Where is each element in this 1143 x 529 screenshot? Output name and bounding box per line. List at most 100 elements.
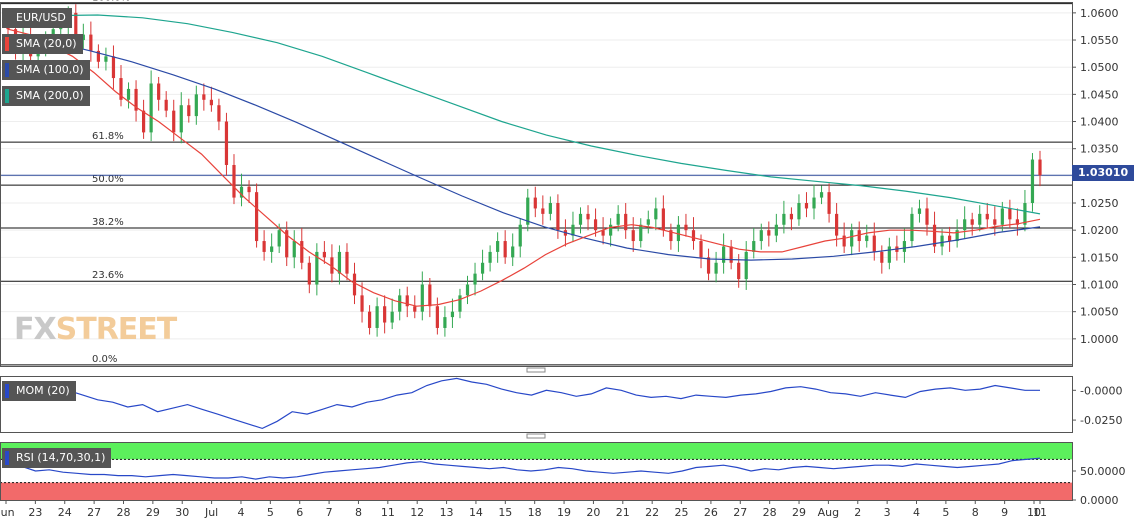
x-axis-label: 23 (28, 506, 42, 519)
candle-bull (337, 251, 342, 274)
rsi-y-tick-label: 0.0000 (1080, 494, 1119, 507)
candle-bear (254, 192, 259, 242)
x-axis-label: 11 (381, 506, 395, 519)
candle-bull (744, 251, 748, 280)
main-y-tick-label: 1.0200 (1080, 224, 1119, 237)
candle-bear (880, 251, 884, 263)
candle-bear (503, 241, 507, 258)
fibo-level-label: 38.2% (92, 217, 124, 228)
legend-sma20-text: SMA (20,0) (16, 37, 77, 50)
x-axis-label: 20 (586, 506, 600, 519)
candle-bear (737, 262, 741, 280)
candle-bull (420, 284, 424, 312)
x-axis-label: 29 (146, 506, 160, 519)
legend-sma200[interactable]: SMA (200,0) (2, 86, 90, 106)
candle-bear (224, 121, 229, 165)
candle-bear (330, 257, 334, 274)
x-axis-label: 22 (645, 506, 659, 519)
x-axis-label: 26 (704, 506, 718, 519)
fibo-level-label: 0.0% (92, 354, 117, 365)
legend-sma20[interactable]: SMA (20,0) (2, 34, 83, 54)
candle-bear (285, 230, 289, 258)
candle-bear (669, 230, 673, 242)
legend-sma20-swatch (5, 37, 9, 51)
candle-bull (277, 230, 281, 247)
candle-bull (812, 197, 816, 209)
candle-bear (74, 12, 78, 41)
candle-bear (842, 235, 846, 247)
rsi-oversold-zone (1, 482, 1072, 500)
x-axis-label: 27 (87, 506, 101, 519)
candle-bear (435, 306, 439, 328)
fibo-level-label: 23.6% (92, 270, 124, 281)
candle-bull (646, 219, 650, 225)
candle-bear (729, 246, 733, 263)
candle-bear (1015, 219, 1020, 225)
candle-bear (1038, 159, 1042, 176)
candle-bull (955, 230, 959, 242)
main-y-tick-label: 1.0000 (1080, 333, 1119, 346)
x-axis-label: 15 (498, 506, 512, 519)
x-axis-label: Jul (204, 506, 218, 519)
candle-bull (865, 235, 869, 242)
panel-resize-handle-1 (526, 367, 546, 373)
main-y-tick-label: 1.0500 (1080, 61, 1119, 74)
candle-bear (405, 295, 409, 307)
panel-frame-0 (0, 2, 1073, 367)
candle-bear (993, 219, 997, 225)
candle-bull (639, 224, 643, 242)
candle-bear (556, 203, 560, 231)
x-axis-label: 19 (557, 506, 571, 519)
candle-bear (699, 241, 703, 258)
candle-bull (571, 224, 575, 236)
candle-bear (631, 230, 635, 242)
candle-bull (850, 230, 854, 247)
candle-bull (782, 213, 786, 225)
candle-bear (857, 230, 861, 242)
candle-bear (172, 110, 176, 133)
candle-bear (601, 230, 605, 236)
candle-bull (774, 224, 778, 236)
candle-bear (307, 262, 311, 285)
candle-bear (835, 213, 839, 236)
x-axis-label: Jun (0, 506, 15, 519)
candle-bull (759, 230, 763, 242)
x-axis-label: 9 (1001, 506, 1008, 519)
main-y-tick-label: 1.0550 (1080, 34, 1119, 47)
legend-sma200-swatch (5, 89, 9, 103)
candle-bull (375, 306, 379, 328)
x-axis-label: 5 (942, 506, 949, 519)
candle-bull (526, 197, 530, 225)
candle-bull (1030, 159, 1035, 204)
sma20-line (7, 28, 1041, 307)
candle-bear (684, 224, 688, 231)
candle-bull (104, 56, 108, 62)
x-axis-label: 27 (733, 506, 747, 519)
candle-bear (413, 306, 417, 312)
legend-sma100[interactable]: SMA (100,0) (2, 60, 90, 80)
x-axis-label: 8 (972, 506, 979, 519)
mom-line (7, 377, 1040, 430)
mom-y-tick-label: -0.0000 (1080, 384, 1122, 397)
x-axis-label: 13 (440, 506, 454, 519)
rsi-label[interactable]: RSI (14,70,30,1) (2, 448, 112, 468)
candle-bear (134, 88, 138, 111)
x-axis-label: 25 (675, 506, 689, 519)
x-axis-label: Aug (818, 506, 839, 519)
candle-bear (827, 192, 831, 214)
x-axis-label: 12 (410, 506, 424, 519)
candle-bear (428, 284, 432, 307)
candle-bull (940, 235, 944, 247)
candle-bear (533, 197, 537, 209)
x-axis-label: 3 (884, 506, 891, 519)
candle-bull (292, 241, 296, 258)
candle-bear (187, 105, 191, 117)
rsi-label-text: RSI (14,70,30,1) (16, 451, 106, 464)
main-y-tick-label: 1.0400 (1080, 116, 1119, 129)
main-y-tick-label: 1.0600 (1080, 7, 1119, 20)
x-axis-label: 6 (296, 506, 303, 519)
mom-label[interactable]: MOM (20) (2, 381, 76, 401)
candle-bull (473, 273, 477, 285)
candle-bull (239, 186, 244, 198)
